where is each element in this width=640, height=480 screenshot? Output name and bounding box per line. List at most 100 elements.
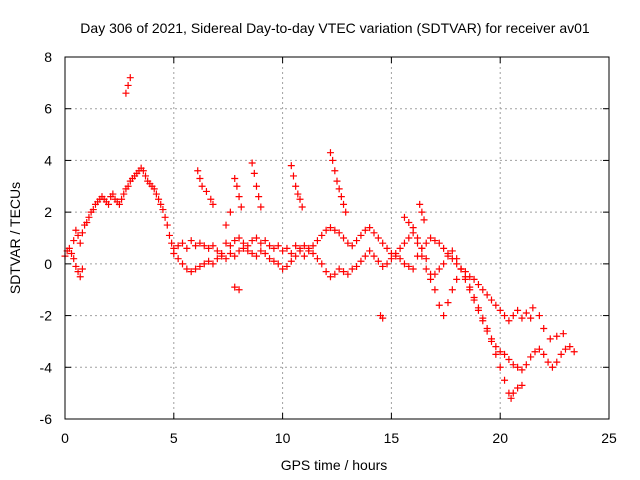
data-point: [379, 239, 387, 247]
data-point: [300, 242, 308, 250]
data-point: [544, 358, 552, 366]
data-point: [287, 162, 295, 170]
data-point: [89, 206, 97, 214]
x-tick-label: 25: [601, 430, 617, 446]
data-point: [444, 299, 452, 307]
data-point: [483, 291, 491, 299]
data-point: [326, 273, 334, 281]
data-point: [470, 293, 478, 301]
data-point: [233, 182, 241, 190]
data-point: [274, 242, 282, 250]
data-point: [418, 252, 426, 260]
data-point: [235, 234, 243, 242]
data-point: [409, 224, 417, 232]
x-tick-label: 5: [170, 430, 178, 446]
data-point: [222, 239, 230, 247]
data-point: [155, 195, 163, 203]
data-point: [74, 231, 82, 239]
data-point: [270, 257, 278, 265]
data-point: [366, 224, 374, 232]
data-point: [248, 250, 256, 258]
data-point: [331, 226, 339, 234]
data-point: [331, 167, 339, 175]
data-point: [205, 244, 213, 252]
data-point: [348, 242, 356, 250]
data-point: [222, 255, 230, 263]
data-point: [540, 325, 548, 332]
data-point: [370, 252, 378, 260]
data-point: [496, 363, 504, 371]
data-point: [474, 281, 482, 289]
data-point: [196, 239, 204, 247]
data-point: [283, 262, 291, 270]
data-point: [65, 244, 73, 252]
data-point: [209, 260, 217, 268]
y-axis-label: SDTVAR / TECUs: [7, 182, 23, 294]
data-point: [570, 348, 578, 356]
data-point: [374, 234, 382, 242]
data-point: [318, 231, 326, 239]
data-point: [305, 244, 313, 252]
data-point: [535, 312, 543, 320]
data-point: [405, 262, 413, 270]
data-point: [261, 250, 269, 258]
data-point: [422, 239, 430, 247]
data-point: [331, 270, 339, 278]
data-point: [161, 213, 169, 221]
data-point: [548, 363, 556, 371]
x-tick-label: 10: [275, 430, 291, 446]
data-point: [342, 208, 350, 216]
data-point: [200, 242, 208, 250]
data-point: [518, 366, 526, 374]
data-point: [522, 309, 530, 317]
data-point: [479, 314, 487, 322]
data-point: [235, 286, 243, 294]
data-point: [279, 265, 287, 273]
data-point: [261, 237, 269, 245]
data-point: [470, 275, 478, 283]
series-trace-d: [122, 74, 428, 322]
data-point: [192, 242, 200, 250]
data-point: [163, 221, 171, 229]
data-point: [192, 265, 200, 273]
data-point: [440, 312, 448, 320]
data-point: [298, 203, 306, 211]
data-point: [235, 247, 243, 255]
data-point: [501, 312, 509, 320]
data-point: [461, 273, 469, 281]
data-point: [174, 255, 182, 263]
data-point: [179, 260, 187, 268]
data-point: [165, 231, 173, 239]
data-point: [226, 208, 234, 216]
data-point: [313, 255, 321, 263]
data-point: [202, 187, 210, 195]
data-point: [72, 262, 80, 270]
data-point: [335, 229, 343, 237]
data-point: [257, 247, 265, 255]
data-point: [292, 252, 300, 260]
data-point: [518, 314, 526, 322]
data-point: [448, 286, 456, 294]
data-point: [170, 250, 178, 258]
data-point: [492, 343, 500, 351]
data-point: [218, 252, 226, 260]
data-point: [266, 242, 274, 250]
data-point: [213, 247, 221, 255]
series-trace-b: [70, 229, 578, 374]
data-point: [326, 149, 334, 157]
data-point: [159, 206, 167, 214]
y-tick-label: 0: [44, 256, 52, 272]
data-point: [70, 237, 78, 245]
data-point: [422, 255, 430, 263]
data-point: [126, 74, 134, 82]
data-point: [383, 244, 391, 252]
data-point: [76, 273, 84, 281]
data-point: [444, 252, 452, 260]
data-point: [68, 250, 76, 258]
data-point: [559, 330, 567, 338]
data-point: [139, 167, 147, 175]
data-point: [333, 177, 341, 185]
data-point: [266, 255, 274, 263]
data-point: [353, 262, 361, 270]
